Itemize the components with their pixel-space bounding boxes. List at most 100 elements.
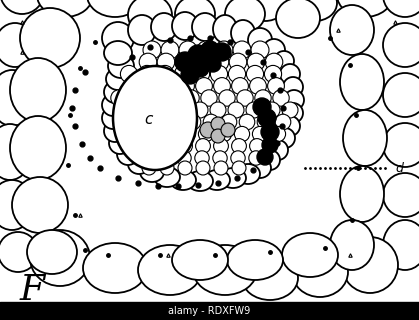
Ellipse shape [183,90,199,106]
Ellipse shape [10,58,66,122]
Ellipse shape [265,53,283,71]
Ellipse shape [128,154,150,174]
Ellipse shape [188,45,208,65]
Ellipse shape [243,0,287,21]
Ellipse shape [179,41,197,59]
Ellipse shape [160,161,174,175]
Ellipse shape [211,129,225,143]
Ellipse shape [192,65,210,83]
Ellipse shape [228,102,244,118]
Ellipse shape [104,41,132,65]
Ellipse shape [193,245,257,295]
Ellipse shape [187,171,213,191]
Ellipse shape [228,65,246,83]
Ellipse shape [213,43,231,61]
Text: alamy - RDXFW9: alamy - RDXFW9 [168,306,251,316]
Ellipse shape [219,90,235,106]
Ellipse shape [234,126,250,141]
Ellipse shape [204,170,230,190]
Ellipse shape [250,77,266,94]
Ellipse shape [111,90,127,106]
Ellipse shape [113,66,197,170]
Ellipse shape [292,247,348,297]
Ellipse shape [104,81,126,103]
Ellipse shape [213,151,227,165]
Ellipse shape [264,102,280,118]
Ellipse shape [138,65,155,83]
Ellipse shape [156,102,172,118]
Ellipse shape [273,90,289,106]
Ellipse shape [161,41,179,59]
Ellipse shape [140,162,164,182]
Ellipse shape [185,114,201,130]
Ellipse shape [283,103,303,123]
Ellipse shape [211,53,229,71]
Ellipse shape [181,126,196,141]
Ellipse shape [231,151,245,165]
Ellipse shape [127,126,142,141]
Ellipse shape [129,90,145,106]
Ellipse shape [142,77,158,94]
Ellipse shape [175,53,193,71]
Ellipse shape [165,90,181,106]
Ellipse shape [124,139,138,153]
Ellipse shape [117,143,139,165]
Ellipse shape [197,41,215,59]
Ellipse shape [257,114,273,130]
Ellipse shape [163,126,178,141]
Ellipse shape [160,77,176,94]
Text: d: d [395,162,403,174]
Ellipse shape [232,77,248,94]
Ellipse shape [131,114,147,130]
Ellipse shape [282,233,338,277]
Ellipse shape [196,139,210,153]
Ellipse shape [216,126,232,141]
Ellipse shape [30,230,90,286]
Ellipse shape [225,0,265,32]
Ellipse shape [274,51,294,71]
Ellipse shape [174,102,190,118]
Ellipse shape [193,53,211,71]
Ellipse shape [203,114,219,130]
Ellipse shape [340,166,384,222]
Ellipse shape [27,230,77,274]
Ellipse shape [210,102,226,118]
Ellipse shape [154,167,180,187]
Ellipse shape [200,122,216,138]
Ellipse shape [102,22,134,54]
Ellipse shape [383,173,419,217]
Ellipse shape [215,41,233,59]
Ellipse shape [128,15,156,45]
Ellipse shape [249,158,271,178]
Ellipse shape [172,240,228,280]
Ellipse shape [257,149,273,165]
Ellipse shape [221,123,235,137]
Ellipse shape [142,139,156,153]
Ellipse shape [20,8,80,68]
Ellipse shape [181,66,199,84]
Ellipse shape [214,161,228,175]
Ellipse shape [160,139,174,153]
Ellipse shape [177,151,191,165]
Ellipse shape [284,90,304,110]
Text: F: F [20,273,45,307]
Ellipse shape [0,180,34,230]
Ellipse shape [340,54,384,110]
Ellipse shape [109,132,131,154]
Ellipse shape [156,65,173,83]
Ellipse shape [237,90,253,106]
Ellipse shape [10,116,66,180]
Ellipse shape [167,114,183,130]
Ellipse shape [124,77,140,94]
Ellipse shape [253,98,271,116]
Ellipse shape [138,102,154,118]
Ellipse shape [102,107,124,129]
Ellipse shape [128,0,172,35]
Ellipse shape [170,170,196,190]
Ellipse shape [201,41,219,59]
Ellipse shape [233,41,251,59]
Ellipse shape [275,128,295,148]
Ellipse shape [383,23,419,67]
Ellipse shape [262,137,278,153]
Ellipse shape [106,68,130,90]
